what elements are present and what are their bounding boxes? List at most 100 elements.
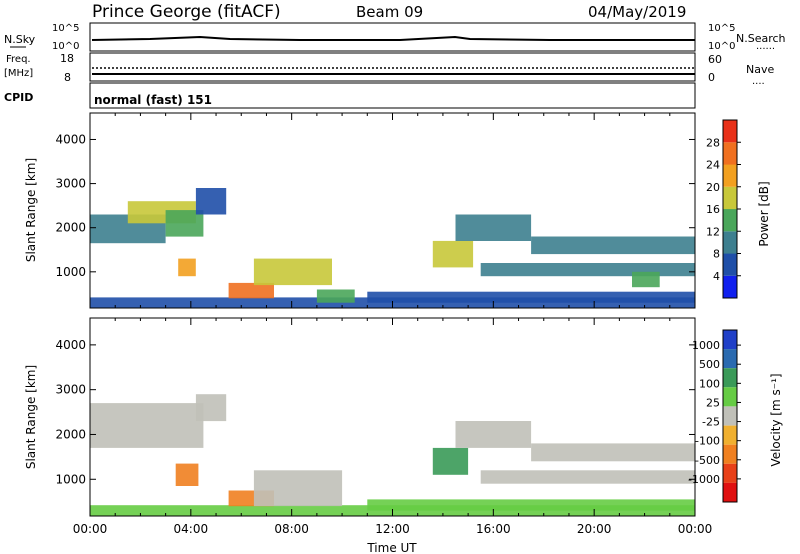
pow-ytick-label-1: 2000: [55, 221, 86, 235]
pow-colorbar-tick-label-2: 12: [706, 225, 720, 238]
nave-tick-top: 60: [708, 53, 722, 66]
vel-colorbar-segment-1: [723, 349, 737, 369]
nave-label: Nave: [746, 63, 774, 76]
pow-region-12: [480, 263, 695, 277]
vel-colorbar-segment-6: [723, 444, 737, 464]
pow-colorbar-tick-label-6: 28: [706, 136, 720, 149]
pow-region-13: [531, 236, 695, 255]
x-tick-label-3: 12:00: [375, 522, 410, 536]
vel-colorbar-segment-8: [723, 482, 737, 502]
vel-colorbar-segment-3: [723, 387, 737, 407]
velocity-data-layer: [90, 394, 695, 516]
pow-region-8: [316, 289, 355, 303]
vel-ytick-label-2: 3000: [55, 383, 86, 397]
x-tick-label-2: 08:00: [274, 522, 309, 536]
pow-colorbar-segment-0: [723, 275, 737, 299]
x-tick-label-1: 04:00: [174, 522, 209, 536]
vel-region-7: [432, 447, 469, 475]
nsearch-legend: ......: [756, 41, 775, 52]
freq-unit-label: [MHz]: [4, 68, 33, 79]
nsky-trace: [91, 35, 695, 41]
pow-region-3: [165, 210, 204, 237]
vel-ytick-label-3: 4000: [55, 338, 86, 352]
vel-ytick-label-0: 1000: [55, 472, 86, 486]
pow-region-14: [632, 271, 660, 288]
vel-region-3: [175, 463, 199, 486]
vel-colorbar-segment-0: [723, 330, 737, 350]
vel-region-1: [90, 403, 204, 448]
pow-ytick-label-3: 4000: [55, 132, 86, 146]
cpid-label: CPID: [4, 91, 33, 104]
vel-colorbar-tick-label-4: -25: [702, 416, 720, 429]
freq-tick-bottom: 8: [64, 71, 71, 84]
pow-colorbar-tick-label-1: 8: [713, 248, 720, 261]
pow-colorbar-segment-5: [723, 164, 737, 187]
pow-region-10: [432, 240, 474, 268]
x-tick-label-4: 16:00: [476, 522, 511, 536]
nave-tick-bottom: 0: [708, 71, 715, 84]
pow-colorbar-segment-3: [723, 209, 737, 232]
pow-colorbar-tick-label-4: 20: [706, 181, 720, 194]
pow-region-5: [195, 188, 227, 215]
beam-title: Beam 09: [356, 3, 423, 21]
velocity-colorbar: 1000 500 100 25 -25 -100 -500 -1000: [688, 329, 741, 503]
pow-ytick-label-2: 3000: [55, 177, 86, 191]
nsky-strip-frame: [89, 22, 696, 52]
velocity-colorbar-label: Velocity [m s⁻¹]: [769, 373, 783, 466]
power-y-axis-label: Slant Range [km]: [24, 158, 38, 262]
vel-colorbar-segment-2: [723, 368, 737, 388]
pow-colorbar-tick-label-3: 16: [706, 203, 720, 216]
date-title: 04/May/2019: [588, 3, 686, 21]
vel-colorbar-tick-label-2: 100: [699, 377, 720, 390]
pow-ytick-label-0: 1000: [55, 265, 86, 279]
pow-region-4: [178, 258, 196, 277]
x-axis-label: Time UT: [366, 541, 417, 554]
pow-region-9: [367, 291, 695, 303]
pow-colorbar-segment-6: [723, 142, 737, 165]
vel-colorbar-segment-4: [723, 406, 737, 426]
station-title: Prince George (fitACF): [92, 2, 281, 22]
nsearch-tick-top: 10^5: [708, 23, 735, 34]
pow-colorbar-segment-1: [723, 253, 737, 276]
x-tick-label-5: 20:00: [577, 522, 612, 536]
pow-region-11: [455, 214, 532, 241]
nave-legend: ....: [752, 76, 765, 87]
vel-colorbar-tick-label-6: -500: [695, 454, 720, 467]
x-tick-label-6: 00:00: [678, 522, 713, 536]
freq-tick-top: 18: [60, 52, 74, 65]
vel-region-9: [480, 470, 695, 484]
freq-label: Freq.: [6, 54, 31, 65]
vel-colorbar-tick-label-0: 1000: [692, 339, 720, 352]
pow-colorbar-tick-label-5: 24: [706, 159, 720, 172]
nsky-tick-top: 10^5: [52, 23, 79, 34]
vel-colorbar-tick-label-1: 500: [699, 358, 720, 371]
x-tick-label-0: 00:00: [73, 522, 108, 536]
vel-colorbar-tick-label-5: -100: [695, 435, 720, 448]
velocity-y-axis-label: Slant Range [km]: [24, 365, 38, 469]
vel-region-2: [195, 394, 227, 422]
pow-colorbar-tick-label-0: 4: [713, 270, 720, 283]
pow-colorbar-segment-4: [723, 186, 737, 210]
pow-region-6: [228, 282, 274, 299]
pow-colorbar-segment-7: [723, 120, 737, 143]
power-colorbar-label: Power [dB]: [757, 181, 771, 246]
nsearch-tick-bottom: 10^0: [708, 41, 735, 52]
power-colorbar: 4 8 12 16 20 24 28: [706, 119, 741, 299]
vel-ytick-label-1: 2000: [55, 427, 86, 441]
freq-strip-frame: [89, 52, 696, 82]
vel-colorbar-segment-7: [723, 463, 737, 483]
vel-colorbar-tick-label-7: -1000: [688, 473, 720, 486]
pow-region-7: [253, 258, 332, 286]
vel-colorbar-frame: [722, 329, 738, 503]
vel-region-8: [455, 421, 532, 448]
vel-colorbar-tick-label-3: 25: [706, 396, 720, 409]
vel-colorbar-segment-5: [723, 425, 737, 445]
vel-region-6: [367, 499, 695, 511]
cpid-strip-frame: [89, 82, 696, 109]
vel-region-10: [531, 443, 695, 462]
nsky-label: N.Sky: [4, 33, 36, 46]
nsearch-label: N.Search: [736, 32, 786, 45]
nsky-tick-bottom: 10^0: [52, 41, 79, 52]
vel-region-5: [253, 470, 343, 507]
